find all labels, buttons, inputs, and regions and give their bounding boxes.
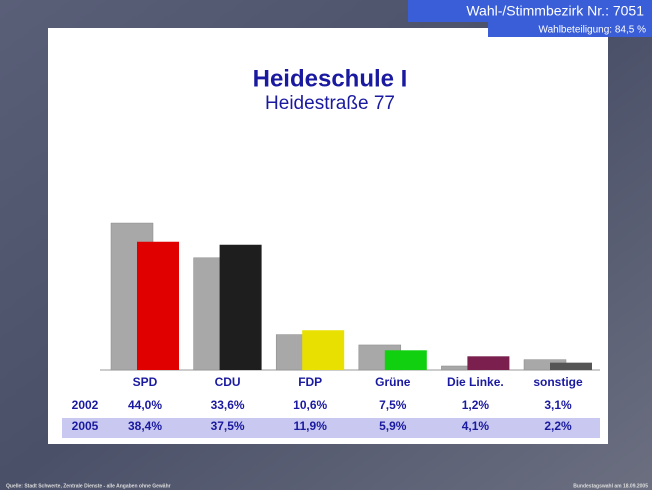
- bar: [550, 362, 592, 370]
- bar: [219, 244, 262, 370]
- value-label: 10,6%: [293, 398, 327, 412]
- chart-title: Heideschule I: [253, 65, 408, 92]
- turnout: Wahlbeteiligung: 84,5 %: [539, 25, 647, 36]
- value-label: 11,9%: [294, 419, 328, 433]
- x-tick-label: SPD: [133, 375, 158, 389]
- legend-label: 2005: [72, 419, 99, 433]
- value-label: 1,2%: [462, 398, 490, 412]
- value-label: 3,1%: [544, 398, 572, 412]
- election: Bundestagswahl am 18.09.2005: [573, 483, 648, 489]
- x-tick-label: Grüne: [375, 375, 411, 389]
- chart-subtitle: Heidestraße 77: [265, 93, 395, 114]
- value-label: 5,9%: [379, 419, 407, 433]
- value-label: 37,5%: [211, 419, 245, 433]
- bar: [467, 356, 510, 370]
- value-label: 7,5%: [379, 398, 407, 412]
- bar: [384, 350, 427, 370]
- value-label: 2,2%: [544, 419, 572, 433]
- x-tick-label: FDP: [298, 375, 322, 389]
- turnout-box: [488, 22, 652, 37]
- value-label: 4,1%: [462, 419, 490, 433]
- district: Wahl-/Stimmbezirk Nr.: 7051: [466, 3, 644, 19]
- district-box: [408, 0, 652, 22]
- value-label: 38,4%: [128, 419, 162, 433]
- x-tick-label: Die Linke.: [447, 375, 504, 389]
- value-label: 44,0%: [128, 398, 162, 412]
- legend-label: 2002: [72, 398, 99, 412]
- value-label: 33,6%: [211, 398, 245, 412]
- row-band: [62, 418, 600, 438]
- bar: [302, 330, 345, 370]
- x-tick-label: CDU: [215, 375, 241, 389]
- x-tick-label: sonstige: [533, 375, 583, 389]
- bar: [137, 241, 179, 370]
- source: Quelle: Stadt Schwerte, Zentrale Dienste…: [6, 483, 171, 489]
